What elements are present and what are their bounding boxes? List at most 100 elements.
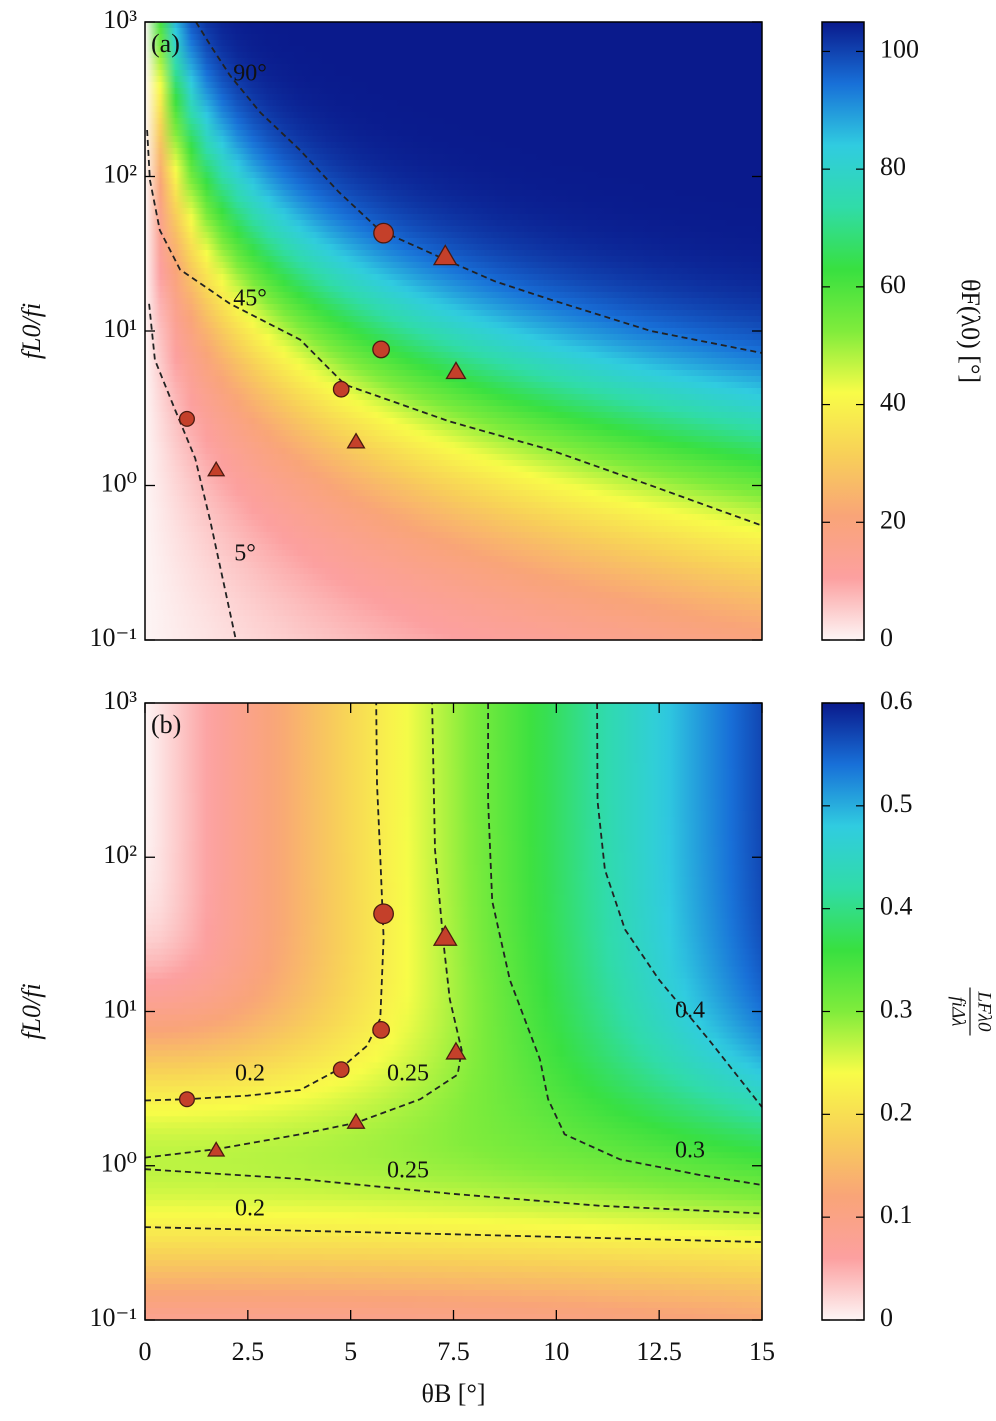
- heatmap-row: [145, 598, 762, 605]
- heatmap-row: [145, 22, 762, 29]
- heatmap-row: [145, 76, 762, 83]
- x-tick-label: 10: [543, 1337, 569, 1366]
- marker-circle: [332, 380, 350, 398]
- marker-triangle: [346, 1112, 366, 1129]
- heatmap-row: [145, 1266, 762, 1273]
- heatmap-row: [145, 1284, 762, 1291]
- heatmap-row: [145, 1176, 762, 1183]
- heatmap-row: [145, 460, 762, 467]
- heatmap-row: [145, 310, 762, 317]
- heatmap-row: [145, 442, 762, 449]
- heatmap-row: [145, 762, 762, 770]
- heatmap-row: [145, 792, 762, 800]
- heatmap-row: [145, 400, 762, 407]
- heatmap-row: [145, 202, 762, 209]
- heatmap-row: [145, 142, 762, 149]
- heatmap-row: [145, 906, 762, 914]
- contour-label: 0.25: [387, 1061, 429, 1087]
- marker-circle: [332, 1061, 350, 1079]
- heatmap-row: [145, 828, 762, 836]
- colorbar-tick-label: 0.2: [880, 1097, 913, 1126]
- heatmap-row: [145, 1218, 762, 1225]
- y-tick-label: 10²: [103, 159, 137, 188]
- heatmap-row: [145, 1194, 762, 1201]
- heatmap-row: [145, 930, 762, 938]
- heatmap-row: [145, 870, 762, 878]
- marker-circle: [373, 903, 394, 925]
- colorbar-label: θF(λ0) [°]: [956, 279, 985, 383]
- heatmap-row: [145, 1098, 762, 1105]
- marker-circle: [178, 1091, 195, 1108]
- heatmap-row: [145, 574, 762, 581]
- heatmap-row: [145, 556, 762, 563]
- heatmap-row: [145, 732, 762, 740]
- heatmap-row: [145, 846, 762, 854]
- heatmap-row: [145, 1200, 762, 1207]
- heatmap-row: [145, 376, 762, 383]
- y-tick-label: 10⁻¹: [89, 623, 137, 652]
- contour-label: 0.2: [235, 1196, 265, 1222]
- heatmap-row: [145, 328, 762, 335]
- heatmap-row: [145, 112, 762, 119]
- y-tick-label: 10³: [103, 686, 137, 715]
- y-tick-label: 10³: [103, 5, 137, 34]
- heatmap-row: [145, 496, 762, 503]
- contour-label: 0.4: [675, 998, 705, 1024]
- heatmap-row: [145, 106, 762, 113]
- heatmap-row: [145, 966, 762, 974]
- heatmap-row: [145, 124, 762, 131]
- x-tick-label: 2.5: [232, 1337, 265, 1366]
- heatmap-row: [145, 448, 762, 455]
- heatmap-row: [145, 322, 762, 329]
- heatmap-row: [145, 94, 762, 101]
- heatmap-row: [145, 304, 762, 311]
- heatmap-row: [145, 346, 762, 353]
- heatmap-row: [145, 714, 762, 722]
- heatmap-row: [145, 750, 762, 758]
- contour-label: 90°: [233, 61, 267, 87]
- heatmap-row: [145, 924, 762, 932]
- heatmap-row: [145, 888, 762, 896]
- heatmap-row: [145, 780, 762, 788]
- panel: 0.2 0.250.30.40.250.2(b)10⁻¹10⁰10¹10²10³f…: [17, 686, 995, 1408]
- heatmap-row: [145, 768, 762, 776]
- heatmap-row: [145, 154, 762, 161]
- marker-circle: [372, 340, 391, 359]
- heatmap-row: [145, 864, 762, 872]
- contour-line: [144, 1168, 763, 1215]
- colorbar-tick-label: 60: [880, 270, 906, 299]
- heatmap-row: [145, 436, 762, 443]
- panel-label: (b): [151, 710, 181, 739]
- heatmap-row: [145, 882, 762, 890]
- heatmap-row: [145, 28, 762, 35]
- heatmap-row: [145, 1254, 762, 1261]
- heatmap-row: [145, 912, 762, 920]
- contour-label: 5°: [234, 541, 256, 567]
- heatmap-row: [145, 1032, 762, 1040]
- heatmap-row: [145, 816, 762, 824]
- heatmap-row: [145, 46, 762, 53]
- heatmap-row: [145, 876, 762, 884]
- heatmap-row: [145, 190, 762, 197]
- marker-circle: [373, 222, 394, 244]
- colorbar-label-numerator: LFλ0: [974, 991, 995, 1032]
- heatmap-row: [145, 852, 762, 860]
- heatmap-row: [145, 1158, 762, 1165]
- heatmap-row: [145, 774, 762, 782]
- heatmap-row: [145, 834, 762, 842]
- contour-line: [144, 1226, 763, 1243]
- heatmap-row: [145, 1206, 762, 1213]
- heatmap-row: [145, 738, 762, 746]
- heatmap-row: [145, 64, 762, 71]
- heatmap-row: [145, 1080, 762, 1087]
- heatmap-row: [145, 1140, 762, 1147]
- heatmap-row: [145, 520, 762, 527]
- heatmap-row: [145, 580, 762, 587]
- colorbar-tick-label: 0: [880, 1303, 893, 1332]
- heatmap-row: [145, 1182, 762, 1189]
- heatmap-row: [145, 268, 762, 275]
- heatmap-row: [145, 136, 762, 143]
- heatmap-row: [145, 960, 762, 968]
- heatmap-row: [145, 148, 762, 155]
